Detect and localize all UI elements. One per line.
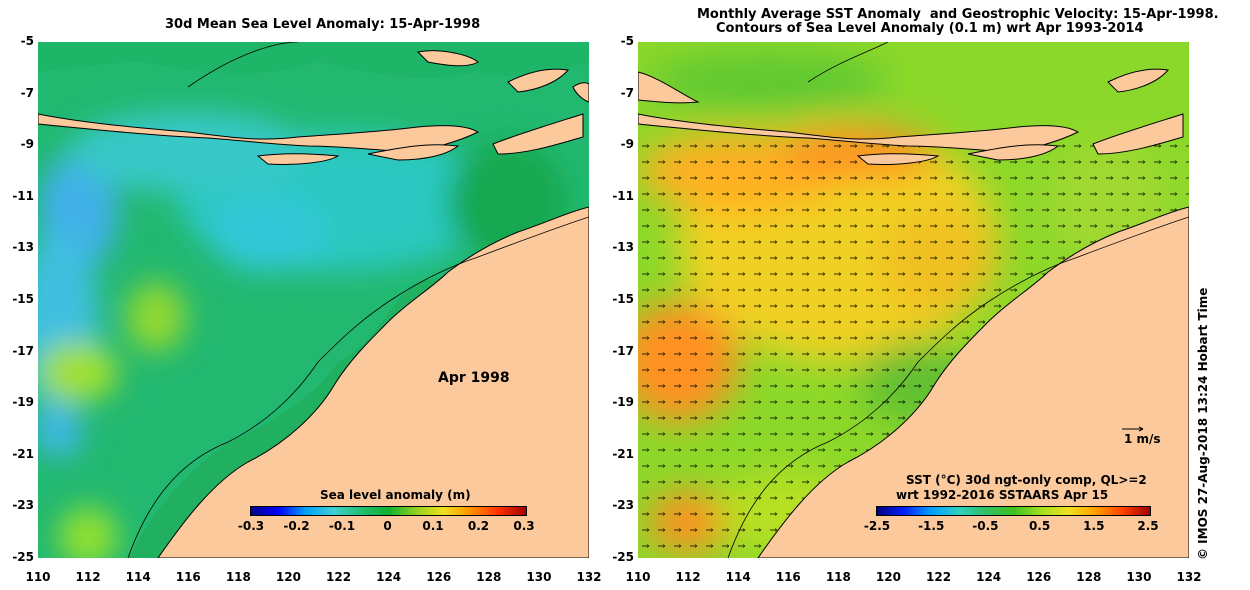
- latitude-tick-label: -23: [612, 498, 634, 513]
- longitude-tick-label: 114: [125, 570, 151, 584]
- longitude-tick-label: 112: [675, 570, 701, 584]
- latitude-tick-label: -21: [12, 446, 34, 461]
- longitude-tick-label: 112: [75, 570, 101, 584]
- longitude-tick-label: 122: [926, 570, 952, 584]
- longitude-tick-label: 118: [225, 570, 251, 584]
- latitude-tick-label: -25: [12, 550, 34, 564]
- velocity-scale-arrow: [1122, 426, 1144, 432]
- land-masses: [38, 50, 589, 558]
- land-masses-right: [638, 68, 1189, 558]
- longitude-tick-label: 122: [326, 570, 352, 584]
- colorbar-tick-label: 0.5: [1028, 519, 1051, 533]
- sla-colorbar-title: Sea level anomaly (m): [320, 488, 471, 502]
- colorbar-tick-label: -0.3: [237, 519, 265, 533]
- longitude-tick-label: 126: [426, 570, 452, 584]
- sla-colorbar: [250, 506, 527, 516]
- longitude-tick-label: 124: [976, 570, 1002, 584]
- contour-lines: [127, 42, 589, 558]
- colorbar-tick-label: -1.5: [918, 519, 945, 533]
- colorbar-tick-label: 0: [383, 519, 392, 533]
- sea-level-anomaly-map: [38, 42, 589, 558]
- colorbar-tick-label: 0.2: [467, 519, 490, 533]
- velocity-scale-label: 1 m/s: [1124, 432, 1161, 446]
- colorbar-tick-label: -2.5: [863, 519, 891, 533]
- sla-contours: [727, 42, 1189, 558]
- latitude-tick-label: -25: [612, 550, 634, 564]
- longitude-tick-label: 114: [725, 570, 751, 584]
- longitude-tick-label: 126: [1026, 570, 1052, 584]
- longitude-tick-label: 120: [275, 570, 301, 584]
- sst-anomaly-canvas: [638, 42, 1189, 558]
- longitude-tick-label: 116: [175, 570, 201, 584]
- right-map-title-line2: Contours of Sea Level Anomaly (0.1 m) wr…: [716, 21, 1144, 36]
- colorbar-tick-label: 1.5: [1083, 519, 1105, 533]
- sst-anomaly-map: [638, 42, 1189, 558]
- latitude-tick-label: -23: [12, 498, 34, 513]
- longitude-tick-label: 110: [625, 570, 651, 584]
- longitude-tick-label: 132: [1176, 570, 1202, 584]
- colorbar-tick-label: -0.2: [283, 519, 310, 533]
- left-map-title: 30d Mean Sea Level Anomaly: 15-Apr-1998: [165, 17, 481, 32]
- longitude-tick-label: 130: [526, 570, 552, 584]
- longitude-tick-label: 118: [825, 570, 851, 584]
- latitude-tick-label: -7: [20, 85, 34, 100]
- longitude-tick-label: 128: [1076, 570, 1102, 584]
- longitude-tick-label: 110: [25, 570, 51, 584]
- colorbar-tick-label: 0.1: [422, 519, 444, 533]
- longitude-tick-label: 124: [376, 570, 402, 584]
- latitude-tick-label: -19: [612, 395, 634, 410]
- latitude-tick-label: -13: [612, 240, 634, 255]
- longitude-tick-label: 120: [875, 570, 901, 584]
- latitude-tick-label: -11: [612, 188, 634, 203]
- latitude-tick-label: -21: [612, 446, 634, 461]
- latitude-tick-label: -9: [620, 137, 634, 152]
- longitude-tick-label: 128: [476, 570, 502, 584]
- latitude-tick-label: -5: [20, 34, 34, 48]
- latitude-tick-label: -15: [12, 292, 34, 306]
- imos-credit: © IMOS 27-Aug-2018 13:24 Hobart Time: [1196, 287, 1210, 560]
- colorbar-tick-label: 2.5: [1137, 519, 1159, 533]
- colorbar-tick-label: -0.1: [328, 519, 356, 533]
- month-label: Apr 1998: [438, 370, 510, 386]
- latitude-tick-label: -15: [612, 292, 634, 306]
- longitude-tick-label: 130: [1126, 570, 1152, 584]
- sst-legend-line1: SST (°C) 30d ngt-only comp, QL>=2: [906, 473, 1147, 487]
- right-map-title-line1: Monthly Average SST Anomaly and Geostrop…: [697, 7, 1219, 22]
- latitude-tick-label: -13: [12, 240, 34, 255]
- latitude-tick-label: -9: [20, 137, 34, 152]
- latitude-tick-label: -7: [620, 85, 634, 100]
- latitude-tick-label: -17: [612, 343, 634, 358]
- latitude-tick-label: -19: [12, 395, 34, 410]
- latitude-tick-label: -5: [620, 34, 634, 48]
- latitude-tick-label: -11: [12, 188, 34, 203]
- sst-colorbar: [876, 506, 1151, 516]
- colorbar-tick-label: -0.5: [972, 519, 999, 533]
- colorbar-tick-label: 0.3: [513, 519, 535, 533]
- longitude-tick-label: 132: [576, 570, 602, 584]
- sst-legend-line2: wrt 1992-2016 SSTAARS Apr 15: [896, 488, 1109, 502]
- sea-level-anomaly-canvas: [38, 42, 589, 558]
- latitude-tick-label: -17: [12, 343, 34, 358]
- longitude-tick-label: 116: [775, 570, 801, 584]
